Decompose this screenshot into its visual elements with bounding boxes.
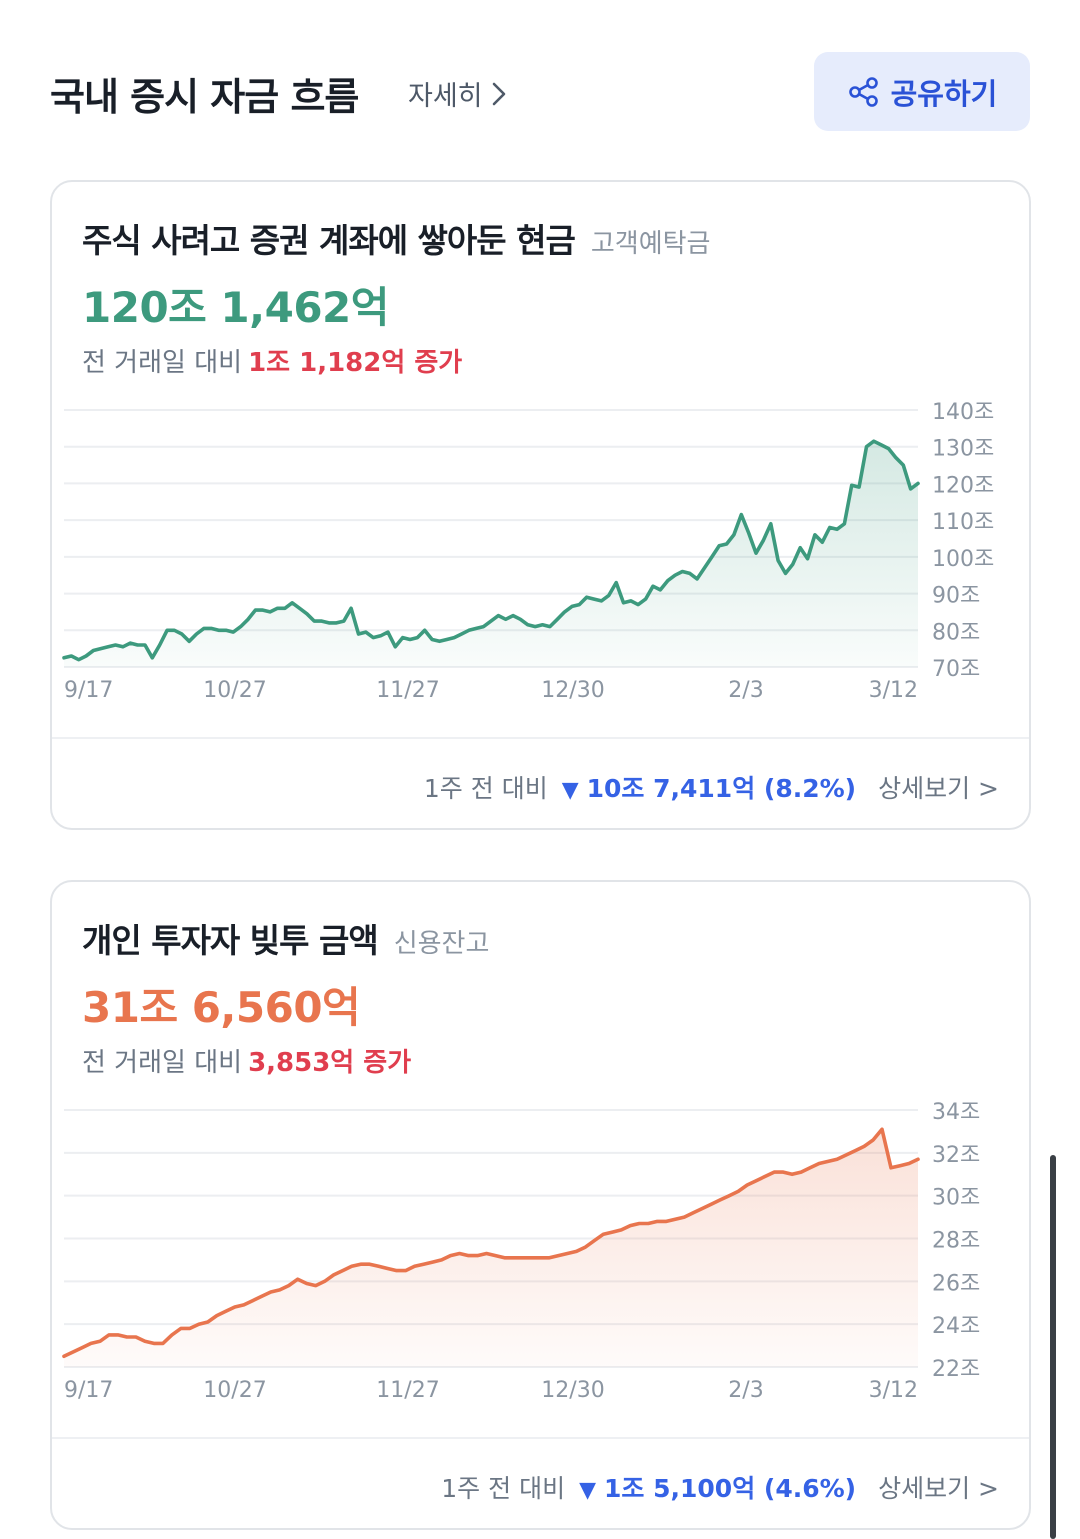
weekly-change-value: 10조 7,411억 (8.2%)	[586, 774, 857, 803]
x-tick-label: 3/12	[869, 678, 918, 703]
down-triangle-icon: ▼	[561, 778, 579, 803]
card-subtitle: 고객예탁금	[590, 229, 711, 259]
detail-link[interactable]: 자세히	[408, 74, 507, 113]
card-footer: 1주 전 대비 ▼ 1조 5,100억 (4.6%) 상세보기 >	[52, 1437, 1029, 1528]
y-tick-label: 24조	[932, 1314, 980, 1339]
y-tick-label: 90조	[932, 584, 980, 609]
card-title-row: 주식 사려고 증권 계좌에 쌓아둔 현금 고객예탁금	[82, 214, 710, 262]
x-tick-label: 10/27	[203, 678, 266, 703]
x-tick-label: 2/3	[728, 1378, 763, 1403]
weekly-change-prefix: 1주 전 대비	[423, 774, 548, 803]
page-title: 국내 증시 자금 흐름	[50, 75, 359, 119]
daily-change-prefix: 전 거래일 대비	[82, 348, 243, 378]
y-tick-label: 110조	[932, 510, 994, 535]
x-tick-label: 9/17	[64, 678, 113, 703]
y-tick-label: 130조	[932, 437, 994, 462]
series-line	[62, 439, 920, 662]
y-tick-label: 70조	[932, 657, 980, 682]
card-subtitle: 신용잔고	[393, 929, 490, 959]
daily-change: 전 거래일 대비 1조 1,182억 증가	[82, 342, 462, 379]
weekly-change-prefix: 1주 전 대비	[441, 1474, 566, 1503]
weekly-change-value: 1조 5,100억 (4.6%)	[604, 1474, 857, 1503]
detail-link-label: 자세히	[408, 81, 483, 112]
x-tick-label: 12/30	[541, 1378, 604, 1403]
card-title: 개인 투자자 빚투 금액	[82, 921, 379, 960]
x-tick-label: 11/27	[376, 1378, 439, 1403]
y-tick-label: 34조	[932, 1100, 980, 1125]
section-header: 국내 증시 자금 흐름 자세히 공유하기	[50, 52, 1030, 132]
y-tick-label: 30조	[932, 1186, 980, 1211]
share-button[interactable]: 공유하기	[814, 52, 1030, 131]
y-tick-label: 32조	[932, 1143, 980, 1168]
y-tick-label: 26조	[932, 1271, 980, 1296]
y-tick-label: 22조	[932, 1357, 980, 1382]
share-button-label: 공유하기	[890, 76, 998, 111]
y-tick-label: 120조	[932, 473, 994, 498]
down-triangle-icon: ▼	[579, 1478, 597, 1503]
x-tick-label: 11/27	[376, 678, 439, 703]
more-link[interactable]: 상세보기 >	[878, 774, 999, 803]
card-title-row: 개인 투자자 빚투 금액 신용잔고	[82, 914, 489, 962]
x-tick-label: 3/12	[869, 1378, 918, 1403]
weekly-change: ▼ 10조 7,411억 (8.2%)	[562, 769, 856, 805]
y-tick-label: 80조	[932, 620, 980, 645]
x-tick-label: 9/17	[64, 1378, 113, 1403]
share-icon	[848, 76, 878, 107]
credit-card: 개인 투자자 빚투 금액 신용잔고 31조 6,560억 전 거래일 대비 3,8…	[50, 880, 1031, 1530]
series-area	[64, 441, 918, 667]
card-value: 31조 6,560억	[82, 983, 361, 1032]
scrollbar[interactable]	[1050, 1155, 1056, 1539]
more-link[interactable]: 상세보기 >	[878, 1474, 999, 1503]
weekly-change: ▼ 1조 5,100억 (4.6%)	[579, 1469, 856, 1505]
deposit-card: 주식 사려고 증권 계좌에 쌓아둔 현금 고객예탁금 120조 1,462억 전…	[50, 180, 1031, 830]
series-area	[64, 1129, 918, 1367]
deposit-chart: 140조 130조 120조 110조 100조 90조 80조 70조 9/17 10/27 11…	[62, 400, 994, 703]
card-footer: 1주 전 대비 ▼ 10조 7,411억 (8.2%) 상세보기 >	[52, 737, 1029, 828]
x-tick-label: 10/27	[203, 1378, 266, 1403]
y-tick-label: 140조	[932, 400, 994, 425]
chevron-right-icon	[492, 82, 505, 105]
x-tick-label: 12/30	[541, 678, 604, 703]
card-title: 주식 사려고 증권 계좌에 쌓아둔 현금	[82, 221, 576, 260]
y-tick-label: 28조	[932, 1229, 980, 1254]
series-line	[62, 1127, 920, 1359]
daily-change: 전 거래일 대비 3,853억 증가	[82, 1042, 411, 1079]
credit-chart: 34조 32조 30조 28조 26조 24조 22조 9/17 10/27 11/27 12/30…	[62, 1100, 980, 1403]
card-value: 120조 1,462억	[82, 283, 389, 332]
daily-change-value: 3,853억 증가	[248, 1048, 412, 1078]
y-tick-label: 100조	[932, 547, 994, 572]
daily-change-value: 1조 1,182억 증가	[248, 348, 463, 378]
x-tick-label: 2/3	[728, 678, 763, 703]
daily-change-prefix: 전 거래일 대비	[82, 1048, 243, 1078]
